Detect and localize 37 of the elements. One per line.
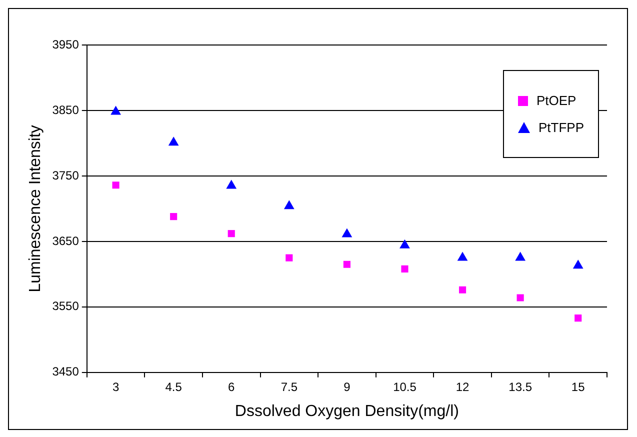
point	[343, 260, 350, 268]
legend-label: PtOEP	[536, 93, 576, 108]
y-tick-label: 3450	[52, 364, 80, 379]
point	[401, 265, 408, 272]
y-tick-label: 3950	[52, 37, 80, 52]
point	[110, 106, 121, 115]
x-tick-label: 6	[228, 380, 236, 394]
y-tick-label: 3650	[52, 234, 80, 248]
point	[342, 228, 352, 238]
x-tick-label: 13.5	[508, 380, 532, 394]
point	[112, 182, 120, 189]
x-tick-label: 15	[571, 380, 586, 394]
point	[286, 254, 293, 262]
point	[574, 314, 582, 322]
point	[400, 239, 410, 248]
x-tick-label: 4.5	[165, 380, 182, 394]
point	[284, 200, 294, 210]
y-tick-label: 3850	[52, 102, 80, 117]
point	[228, 230, 235, 238]
point	[458, 286, 466, 294]
point	[515, 252, 526, 261]
x-tick-label: 12	[456, 380, 470, 394]
point	[516, 294, 524, 302]
x-tick-label: 10.5	[393, 380, 417, 394]
point	[170, 213, 178, 220]
x-axis-title: Dssolved Oxygen Density(mg/l)	[234, 402, 459, 420]
y-tick-label: 3750	[52, 168, 80, 182]
legend-label: PtTFPP	[538, 120, 584, 135]
point	[572, 260, 584, 269]
point	[226, 180, 237, 189]
y-tick-label: 3550	[52, 299, 80, 314]
point	[168, 136, 179, 146]
x-tick-label: 3	[112, 380, 120, 394]
point	[457, 252, 468, 261]
x-tick-label: 7.5	[280, 380, 298, 394]
y-axis-title: Luminescence Intensity	[27, 125, 44, 292]
x-tick-label: 9	[344, 380, 351, 394]
